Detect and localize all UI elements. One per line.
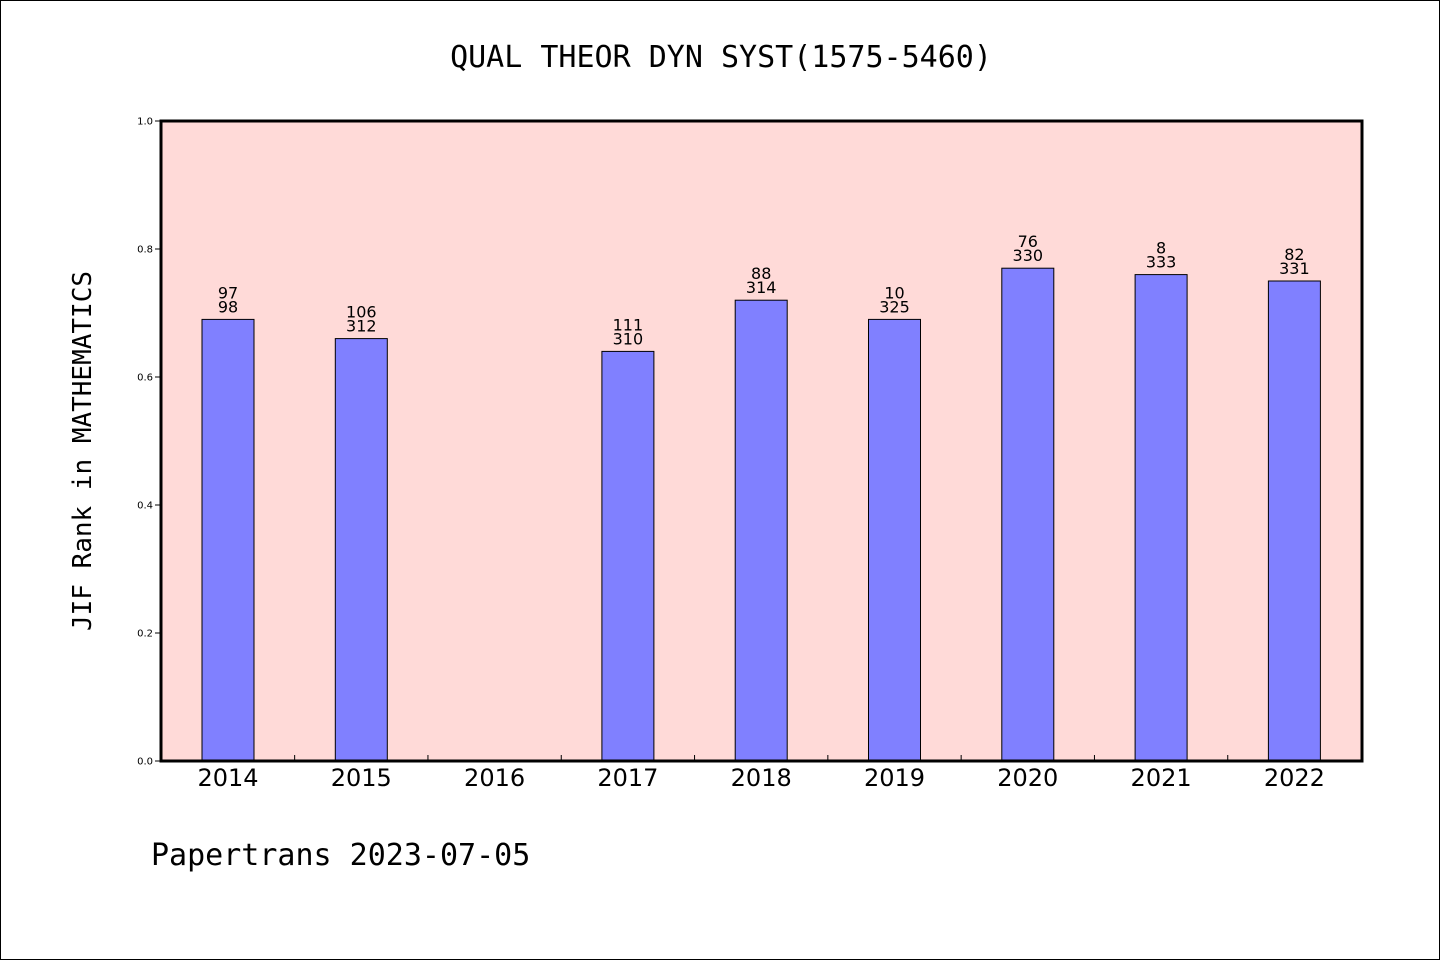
y-tick-label: 0.8 [137,245,153,256]
bar-2018 [734,299,788,762]
bar-label-bottom: 310 [613,329,644,348]
bar-label-top: 97 [218,283,238,302]
x-tick-label: 2017 [597,764,658,792]
bar-2014 [201,318,255,762]
chart-title: QUAL THEOR DYN SYST(1575-5460) [450,40,992,75]
x-tick-label: 2018 [731,764,792,792]
bar-2019 [868,318,921,762]
y-tick-label: 1.0 [137,117,153,128]
bar-2021 [1134,274,1188,762]
x-tick-label: 2015 [331,764,392,792]
bar-2015 [334,338,388,762]
bar-label-bottom: 312 [346,317,377,336]
bar-label-top: 88 [751,264,771,283]
footer-credit: Papertrans 2023-07-05 [151,838,530,873]
bar-label-bottom: 331 [1279,259,1310,278]
x-tick-label: 2016 [464,764,525,792]
bars [201,267,1321,762]
bar-label-top: 82 [1284,245,1304,264]
bar-label-top: 8 [1156,239,1166,258]
bar-label-bottom: 325 [879,297,910,316]
bar-label-bottom: 330 [1013,246,1044,265]
bar-2022 [1267,280,1321,762]
x-tick-label: 2019 [864,764,925,792]
x-tick-label: 2022 [1264,764,1325,792]
bar-label-bottom: 314 [746,278,777,297]
y-axis: 0.0 0.2 0.4 0.6 0.8 1.0 [137,117,161,768]
y-tick-label: 0.0 [137,757,153,768]
bar-label-top: 10 [884,283,904,302]
plot-border [159,119,1364,763]
x-axis: 2014 2015 2016 2017 2018 2019 2020 2021 2022 [197,755,1325,792]
bar-label-bottom: 98 [218,297,238,316]
y-axis-label: JIF Rank in MATHEMATICS [68,271,98,631]
bar-label-top: 111 [613,315,644,334]
bar-label-top: 76 [1018,232,1038,251]
bar-2020 [1001,267,1055,762]
x-tick-label: 2014 [197,764,258,792]
y-tick-label: 0.6 [137,373,153,384]
bar-label-top: 106 [346,303,377,322]
x-tick-label: 2021 [1131,764,1192,792]
bar-2017 [601,350,655,762]
y-tick-label: 0.2 [137,629,153,640]
x-tick-label: 2020 [997,764,1058,792]
y-tick-label: 0.4 [137,501,153,512]
bar-label-bottom: 333 [1146,253,1177,272]
